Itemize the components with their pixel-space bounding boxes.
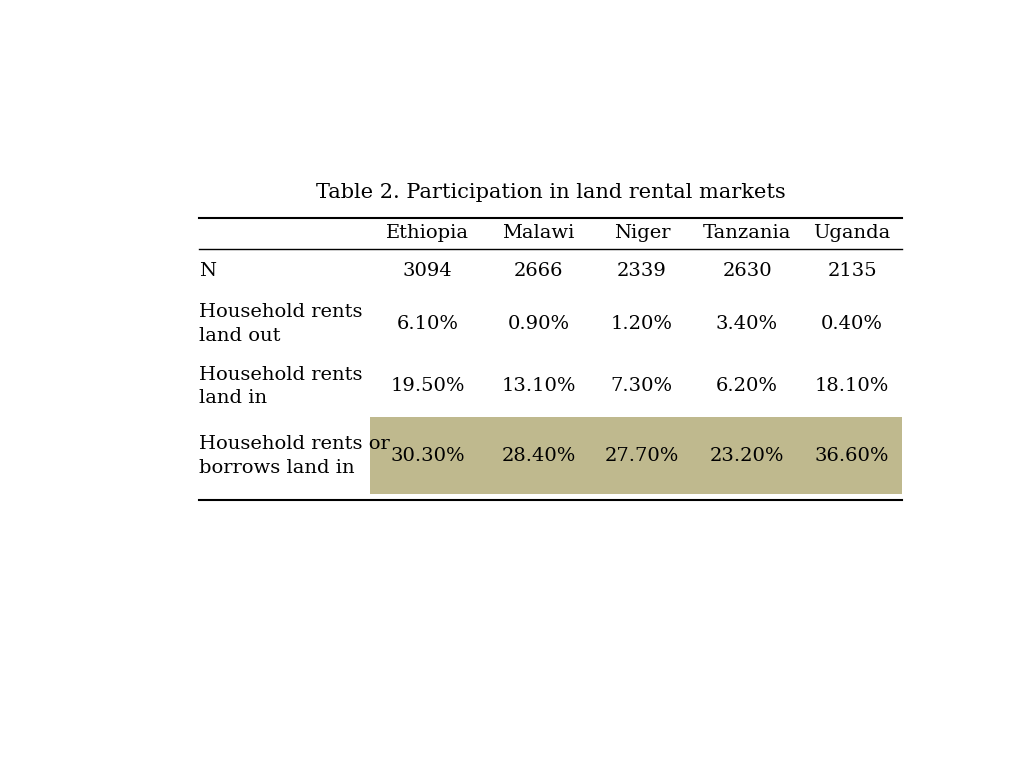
Text: 3.40%: 3.40% [716,316,778,333]
Text: 27.70%: 27.70% [604,447,679,465]
Text: 3094: 3094 [402,262,453,280]
Text: Table 2. Participation in land rental markets: Table 2. Participation in land rental ma… [315,183,785,201]
Text: Uganda: Uganda [813,224,891,242]
Text: Ethiopia: Ethiopia [386,224,469,242]
Text: Niger: Niger [613,224,670,242]
Text: Tanzania: Tanzania [702,224,792,242]
Text: 30.30%: 30.30% [390,447,465,465]
Text: 36.60%: 36.60% [815,447,890,465]
Text: 0.40%: 0.40% [821,316,883,333]
Text: Household rents or
borrows land in: Household rents or borrows land in [200,435,390,477]
Text: 2666: 2666 [514,262,563,280]
Text: Household rents
land out: Household rents land out [200,303,362,345]
FancyBboxPatch shape [370,418,902,495]
Text: 2135: 2135 [827,262,877,280]
Text: 6.20%: 6.20% [716,377,778,396]
Text: 23.20%: 23.20% [710,447,784,465]
Text: 1.20%: 1.20% [611,316,673,333]
Text: 28.40%: 28.40% [502,447,575,465]
Text: 2339: 2339 [616,262,667,280]
Text: 19.50%: 19.50% [390,377,465,396]
Text: 2630: 2630 [722,262,772,280]
Text: Household rents
land in: Household rents land in [200,366,362,407]
Text: N: N [200,262,216,280]
Text: 7.30%: 7.30% [610,377,673,396]
Text: 18.10%: 18.10% [815,377,890,396]
Text: Malawi: Malawi [503,224,574,242]
Text: 6.10%: 6.10% [396,316,459,333]
Text: 13.10%: 13.10% [502,377,575,396]
Text: 0.90%: 0.90% [508,316,569,333]
